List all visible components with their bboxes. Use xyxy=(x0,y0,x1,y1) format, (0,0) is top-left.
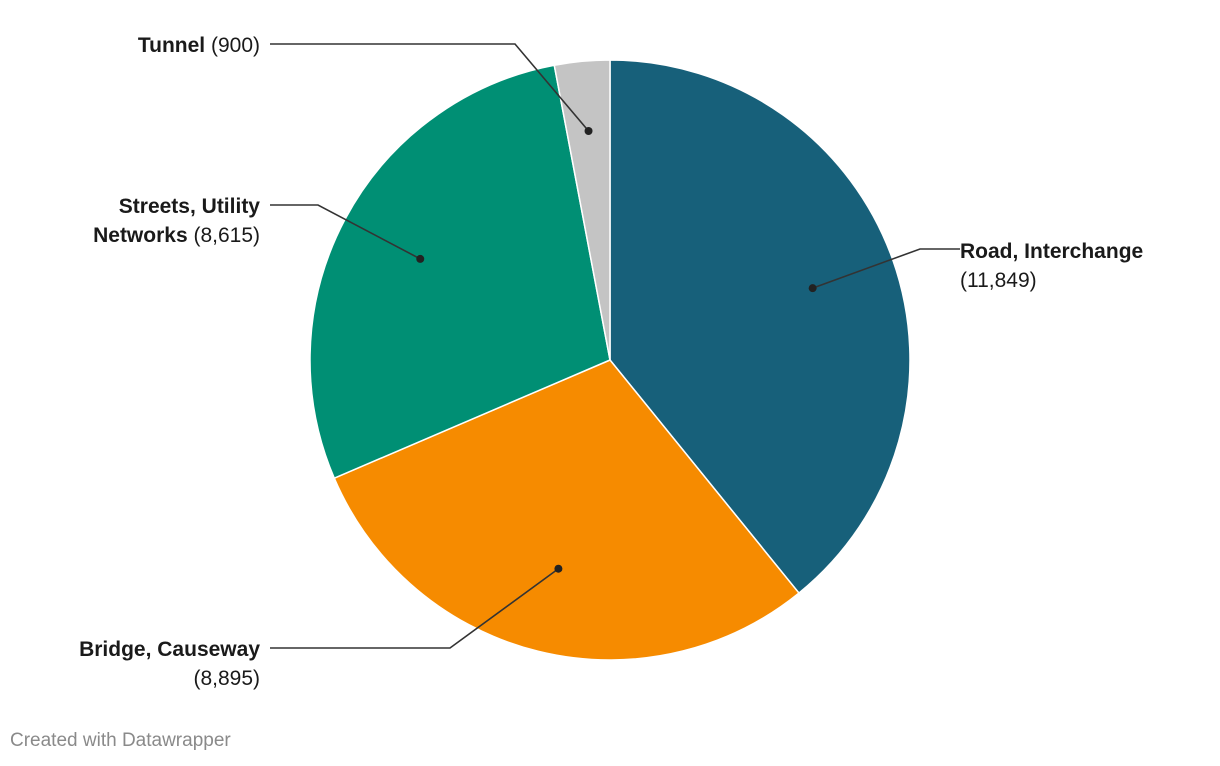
leader-line-tunnel xyxy=(270,43,590,132)
slice-label-road-interchange: Road, Interchange (11,849) xyxy=(960,240,1143,292)
leader-line-road-interchange xyxy=(812,248,960,289)
leader-line-bridge-causeway xyxy=(270,568,559,649)
credit-text: Created with Datawrapper xyxy=(10,730,231,751)
leader-line-streets-utility-networks xyxy=(270,204,421,260)
leader-dot-streets-utility-networks xyxy=(416,254,425,263)
leader-dot-road-interchange xyxy=(808,284,817,293)
leader-dot-bridge-causeway xyxy=(554,564,563,573)
slice-label-bridge-causeway: Bridge, Causeway (8,895) xyxy=(79,638,260,690)
pie-slice-bridge-causeway xyxy=(333,359,800,661)
pie-slice-tunnel xyxy=(553,59,611,361)
leader-lines xyxy=(270,43,960,649)
slice-label-streets-utility-networks: Streets, Utility Networks (8,615) xyxy=(93,195,260,247)
leader-dot-tunnel xyxy=(584,127,593,136)
slice-label-tunnel: Tunnel (900) xyxy=(138,34,260,57)
slice-labels: Road, Interchange (11,849) Bridge, Causewa… xyxy=(79,34,1143,690)
pie-slices xyxy=(309,59,911,661)
